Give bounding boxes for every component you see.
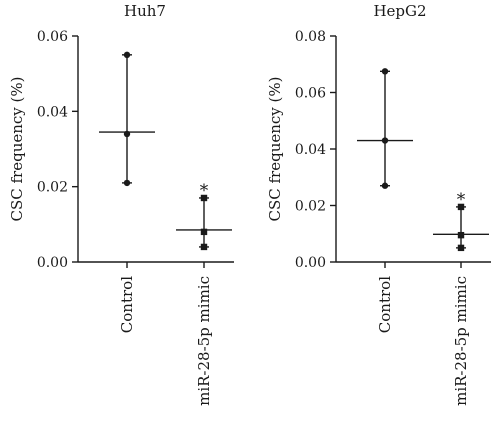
y-axis-label: CSC frequency (%) (266, 77, 284, 222)
data-point (457, 231, 465, 239)
chart-title: Huh7 (124, 2, 166, 20)
y-tick-label: 0.02 (295, 199, 326, 215)
x-tick-label: Control (376, 276, 394, 333)
y-tick-label: 0.08 (295, 29, 326, 45)
data-point (381, 137, 389, 144)
y-tick-label: 0.04 (37, 104, 68, 120)
x-tick-label: miR-28-5p mimic (452, 276, 470, 406)
chart-title: HepG2 (373, 2, 426, 20)
data-point (381, 182, 389, 189)
y-tick-label: 0.02 (37, 180, 68, 196)
data-point (123, 51, 131, 59)
data-point (381, 68, 389, 75)
y-tick-label: 0.04 (295, 142, 326, 158)
chart-panel-hepg2: HepG2 CSC frequency (%) 0.00 0.02 0.04 0.06 0.… (266, 2, 491, 406)
significance-marker: * (200, 181, 209, 201)
significance-marker: * (457, 190, 466, 210)
y-tick-label: 0.00 (295, 255, 326, 271)
data-point (123, 179, 131, 187)
data-point (123, 130, 131, 138)
data-point (200, 228, 208, 236)
data-point (457, 203, 465, 211)
y-axis-label: CSC frequency (%) (8, 77, 26, 222)
y-tick-label: 0.06 (295, 86, 326, 102)
y-tick-label: 0.00 (37, 255, 68, 271)
y-tick-label: 0.06 (37, 29, 68, 45)
x-tick-label: Control (118, 276, 136, 333)
data-point (200, 194, 208, 202)
x-tick-label: miR-28-5p mimic (195, 276, 213, 406)
data-point (200, 243, 208, 251)
chart-panel-huh7: Huh7 CSC frequency (%) 0.00 0.02 0.04 0.06 Con… (8, 2, 234, 406)
data-point (457, 244, 465, 252)
